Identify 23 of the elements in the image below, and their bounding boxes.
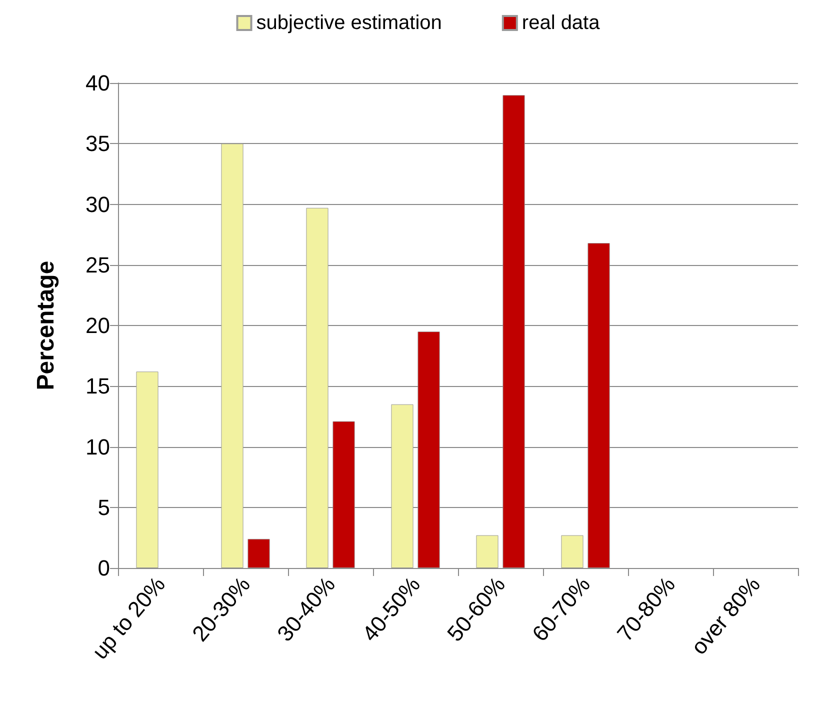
legend-label: real data (522, 12, 601, 34)
bar (476, 535, 498, 568)
y-tick-label: 30 (86, 192, 110, 217)
legend-label: subjective estimation (256, 12, 442, 34)
bar (561, 535, 584, 568)
bar (248, 538, 270, 568)
bar (502, 95, 525, 568)
y-tick-label: 10 (86, 434, 110, 460)
bar (418, 332, 440, 568)
bar (221, 144, 244, 568)
y-tick-label: 35 (86, 131, 110, 156)
bar (306, 208, 328, 568)
y-tick-label: 40 (86, 70, 110, 96)
y-tick-label: 15 (86, 374, 110, 399)
y-tick-label: 0 (98, 556, 110, 580)
y-tick-label: 5 (98, 494, 110, 520)
bar (332, 421, 355, 568)
y-tick-label: 20 (86, 313, 110, 338)
bar (391, 404, 414, 568)
bar (588, 243, 610, 568)
y-axis-title: Percentage (32, 260, 60, 390)
bar (136, 372, 158, 568)
y-tick-label: 25 (86, 252, 110, 278)
